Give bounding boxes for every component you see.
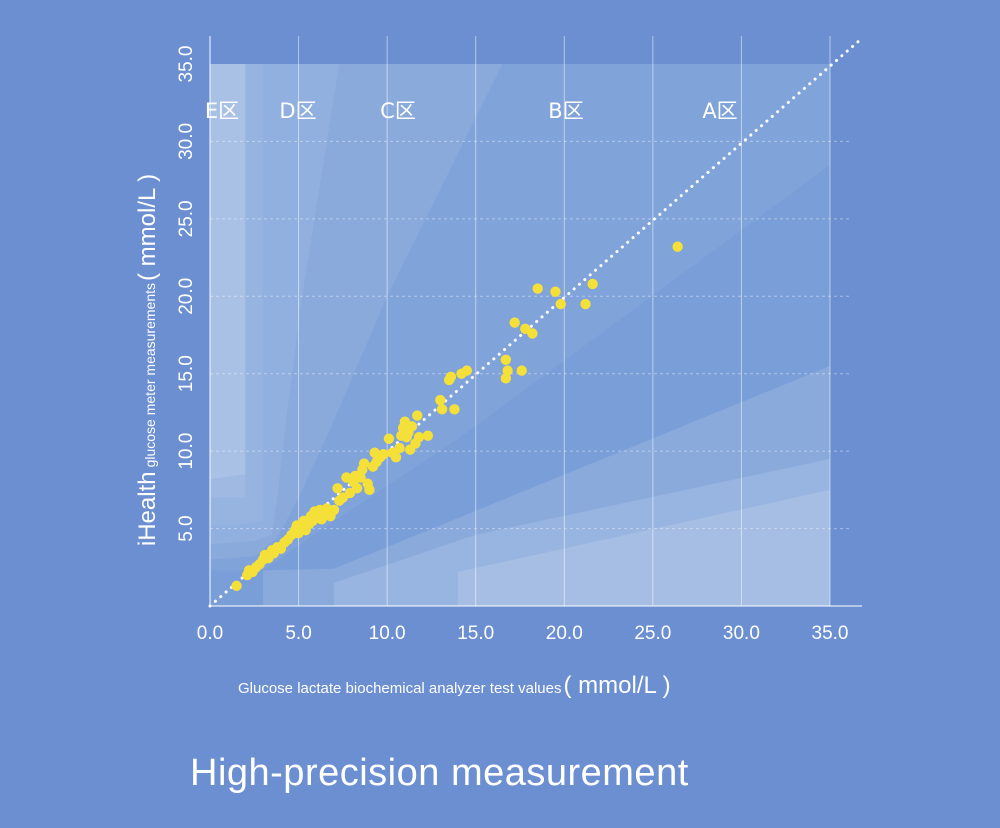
data-point	[351, 483, 363, 494]
x-tick-label: 15.0	[457, 623, 494, 644]
data-point	[500, 373, 512, 384]
data-point	[383, 433, 395, 444]
zone-d-region	[210, 64, 340, 545]
zone-label: C区	[380, 99, 416, 123]
data-point	[394, 442, 405, 454]
x-tick-label: 10.0	[369, 623, 406, 644]
data-point	[672, 241, 683, 252]
zone-label: B区	[548, 99, 583, 123]
zone-e-upper-region	[210, 64, 246, 479]
zone-e-region	[210, 64, 246, 498]
data-point	[550, 286, 561, 297]
data-point	[406, 421, 418, 432]
data-point	[502, 365, 513, 376]
y-tick-label: 30.0	[176, 123, 197, 160]
data-point	[364, 484, 375, 496]
caption-title: High-precision measurement	[190, 752, 689, 794]
zone-b-upper-region	[210, 64, 830, 571]
x-tick-label: 5.0	[285, 623, 311, 644]
x-tick-label: 30.0	[723, 623, 760, 644]
data-point	[355, 472, 366, 483]
y-tick-label: 25.0	[176, 200, 197, 237]
data-point	[231, 580, 242, 592]
y-tick-label: 5.0	[176, 515, 197, 541]
data-point	[435, 394, 446, 406]
data-point	[516, 365, 527, 376]
data-point	[413, 432, 425, 443]
data-point	[328, 504, 340, 516]
y-tick-label: 20.0	[176, 278, 197, 315]
x-tick-label: 35.0	[812, 623, 849, 644]
y-tick-label: 10.0	[176, 433, 197, 470]
data-point	[445, 371, 457, 383]
data-point	[358, 458, 370, 469]
zone-c-lower-region	[334, 458, 830, 606]
data-point	[378, 449, 389, 460]
data-point	[332, 483, 343, 494]
y-tick-label: 35.0	[176, 46, 197, 83]
zone-label: D区	[279, 99, 316, 123]
data-point	[412, 410, 423, 421]
y-axis-brand: iHealth	[134, 471, 161, 547]
y-tick-label: 15.0	[176, 355, 197, 392]
data-point	[527, 328, 538, 339]
data-point	[587, 278, 598, 290]
x-axis-label: Glucose lactate biochemical analyzer tes…	[238, 672, 671, 700]
data-point	[436, 404, 448, 415]
zone-label: E区	[205, 99, 239, 123]
x-axis-label-text: Glucose lactate biochemical analyzer tes…	[238, 680, 562, 697]
data-point	[390, 452, 402, 463]
zone-b-lower-region	[263, 366, 831, 606]
data-point	[500, 354, 512, 365]
reference-line	[208, 38, 862, 608]
x-tick-label: 25.0	[634, 623, 671, 644]
zone-d-lower-region	[458, 489, 830, 606]
zone-d-left-region	[210, 64, 264, 526]
x-tick-label: 0.0	[197, 623, 223, 644]
x-tick-label: 20.0	[546, 623, 583, 644]
x-axis-label-unit: ( mmol/L )	[563, 672, 671, 699]
data-point	[461, 365, 473, 376]
data-point	[580, 298, 591, 310]
zone-c-region	[210, 64, 503, 560]
data-point	[509, 317, 520, 328]
y-axis-label-text: glucose meter measurements	[142, 282, 158, 468]
data-point	[555, 298, 566, 310]
data-point	[532, 283, 543, 294]
data-point	[422, 430, 434, 441]
data-point	[449, 404, 460, 415]
y-axis-label-unit: ( mmol/L )	[134, 173, 161, 281]
zone-label: A区	[702, 99, 737, 123]
